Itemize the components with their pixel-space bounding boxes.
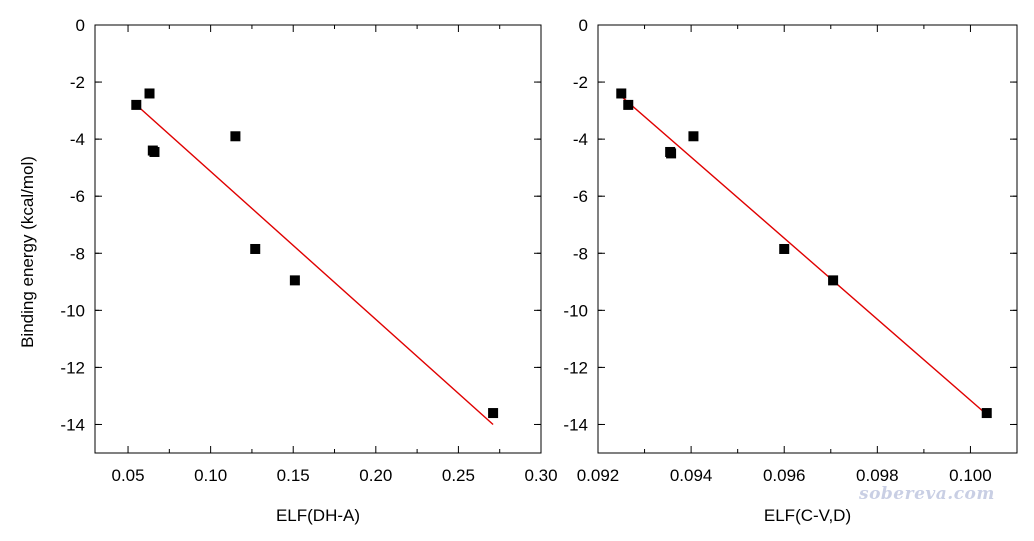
y-tick-label: -14: [563, 415, 588, 434]
data-point: [144, 88, 155, 99]
data-point: [828, 275, 839, 286]
x-axis-label: ELF(DH-A): [276, 506, 360, 525]
x-tick-label: 0.30: [524, 466, 557, 485]
right-scatter-panel: 0 -2 -4 -6 -8 -10 -12 -14 0.092 0.094 0.096 0.098 0.…: [563, 16, 1018, 525]
data-point: [623, 99, 634, 110]
data-point: [488, 408, 499, 419]
data-point: [779, 243, 790, 254]
data-point: [666, 148, 677, 159]
y-tick-label: 0: [76, 16, 85, 35]
x-tick-label: 0.098: [856, 466, 899, 485]
data-point: [230, 131, 241, 142]
y-axis-label: Binding energy (kcal/mol): [18, 156, 37, 348]
y-tick-label: -14: [60, 415, 85, 434]
y-tick-label: -4: [573, 130, 588, 149]
y-tick-label: -8: [70, 244, 85, 263]
y-tick-label: -6: [573, 187, 588, 206]
plot-frame: [597, 24, 1018, 454]
x-tick-label: 0.096: [763, 466, 806, 485]
y-tick-label: -2: [573, 73, 588, 92]
data-point: [981, 408, 992, 419]
data-point: [149, 146, 160, 157]
y-tick-label: -12: [60, 358, 85, 377]
watermark: sobereva.com: [859, 484, 995, 504]
x-tick-label: 0.20: [359, 466, 392, 485]
y-tick-label: -12: [563, 358, 588, 377]
y-tick-label: 0: [579, 16, 588, 35]
data-point: [250, 243, 261, 254]
y-tick-label: -6: [70, 187, 85, 206]
x-axis-label: ELF(C-V,D): [764, 506, 851, 525]
y-tick-label: -10: [60, 301, 85, 320]
data-point: [616, 88, 627, 99]
y-tick-label: -10: [563, 301, 588, 320]
y-tick-label: -4: [70, 130, 85, 149]
data-point: [131, 99, 142, 110]
x-tick-label: 0.10: [194, 466, 227, 485]
y-tick-label: -2: [70, 73, 85, 92]
x-tick-label: 0.100: [949, 466, 992, 485]
data-point: [289, 275, 300, 286]
x-tick-label: 0.05: [111, 466, 144, 485]
fit-line: [135, 104, 494, 425]
y-tick-label: -8: [573, 244, 588, 263]
data-point: [688, 131, 699, 142]
left-scatter-panel: 0 -2 -4 -6 -8 -10 -12 -14 0.05 0.10 0.15 0.20 0.25 0.…: [60, 16, 557, 525]
x-tick-label: 0.092: [577, 466, 620, 485]
x-tick-label: 0.25: [442, 466, 475, 485]
x-tick-label: 0.094: [670, 466, 713, 485]
plot-frame: [94, 24, 542, 454]
x-tick-label: 0.15: [277, 466, 310, 485]
fit-line: [620, 95, 988, 416]
